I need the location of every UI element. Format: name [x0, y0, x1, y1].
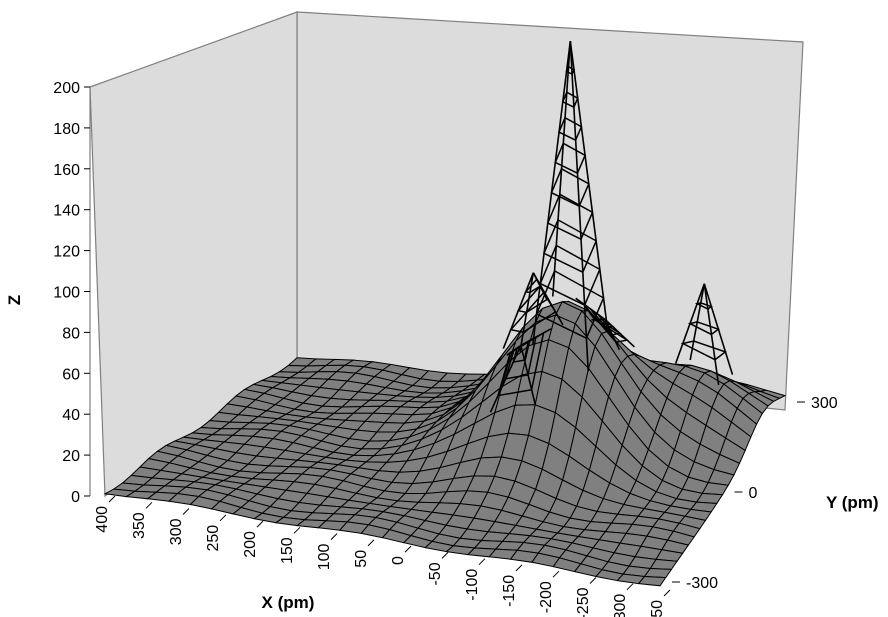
peak-spike — [489, 328, 552, 413]
x-tick-mark — [552, 570, 560, 578]
z-tick-label: 180 — [53, 121, 80, 138]
z-tick-label: 0 — [71, 489, 80, 506]
x-tick-label: 200 — [242, 531, 259, 558]
y-tick-label: 300 — [811, 395, 838, 412]
z-axis-ticks: 0 20 40 60 80 100 120 140 160 180 200 — [53, 80, 90, 506]
x-axis-title: X (pm) — [262, 593, 315, 612]
x-tick-mark — [404, 545, 412, 553]
x-tick-label: 100 — [316, 544, 333, 571]
x-tick-label: 400 — [94, 506, 111, 533]
x-tick-label: -250 — [575, 587, 592, 617]
peak-spike — [674, 283, 734, 386]
x-tick-mark — [330, 533, 338, 540]
x-tick-mark — [441, 552, 449, 559]
x-tick-label: 350 — [131, 512, 148, 539]
peak-spike — [532, 40, 608, 372]
z-tick-label: 100 — [53, 285, 80, 302]
x-tick-mark — [626, 583, 634, 591]
x-tick-mark — [478, 558, 486, 566]
x-tick-mark — [589, 577, 597, 584]
x-tick-mark — [108, 495, 116, 503]
z-tick-label: 40 — [62, 407, 80, 424]
z-tick-label: 160 — [53, 162, 80, 179]
z-tick-label: 140 — [53, 203, 80, 220]
x-tick-mark — [182, 508, 190, 515]
x-tick-mark — [293, 526, 301, 534]
peak-spikes — [489, 40, 734, 413]
x-tick-label: 350 — [649, 600, 666, 617]
x-tick-mark — [367, 539, 375, 547]
z-tick-label: 20 — [62, 448, 80, 465]
x-axis-ticks: 400 350 300 250 200 150 100 50 0 -50 -100 -150 -200 -… — [94, 495, 671, 617]
x-tick-label: 0 — [390, 556, 407, 565]
x-tick-label: -50 — [427, 562, 444, 585]
x-tick-label: -100 — [464, 569, 481, 601]
z-tick-label: 80 — [62, 325, 80, 342]
x-tick-label: 250 — [205, 525, 222, 552]
x-tick-label: -300 — [612, 594, 629, 617]
z-tick-label: 120 — [53, 244, 80, 261]
x-tick-label: -200 — [538, 581, 555, 613]
x-tick-mark — [515, 564, 523, 572]
surface-cell — [637, 575, 667, 587]
x-tick-mark — [663, 589, 671, 597]
y-tick-label: 0 — [749, 485, 758, 502]
y-tick-label: -300 — [686, 575, 718, 592]
z-tick-label: 200 — [53, 80, 80, 97]
z-tick-label: 60 — [62, 366, 80, 383]
x-tick-label: 150 — [279, 537, 296, 564]
y-axis-title: Y (pm) — [826, 493, 879, 512]
x-tick-label: 300 — [168, 518, 185, 545]
x-tick-mark — [145, 501, 153, 509]
x-tick-mark — [256, 520, 264, 528]
x-tick-label: 50 — [353, 550, 370, 568]
y-axis-ticks: 300 0 -300 — [672, 395, 838, 592]
z-axis-title: Z — [5, 295, 24, 305]
x-tick-mark — [219, 514, 227, 522]
x-tick-label: -150 — [501, 575, 518, 607]
